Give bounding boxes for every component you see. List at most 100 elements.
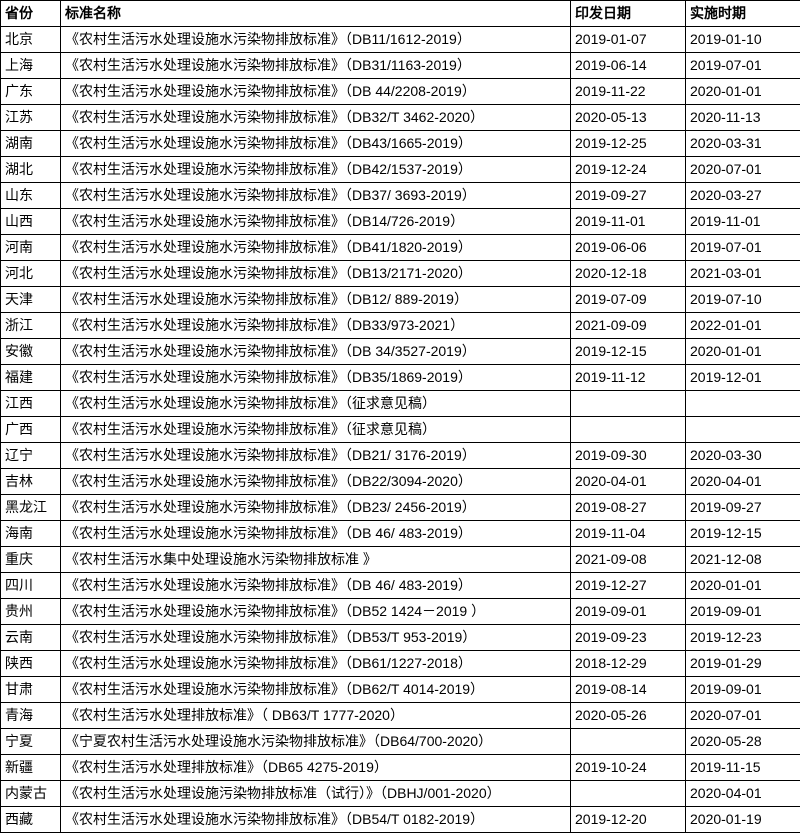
- table-cell: [571, 781, 686, 807]
- table-cell: 2019-12-15: [686, 521, 800, 547]
- table-cell: [686, 391, 800, 417]
- table-cell: 2019-11-15: [686, 755, 800, 781]
- table-cell: 《农村生活污水处理设施水污染物排放标准》（DB53/T 953-2019）: [61, 625, 571, 651]
- table-cell: 贵州: [1, 599, 61, 625]
- table-row: 云南《农村生活污水处理设施水污染物排放标准》（DB53/T 953-2019）2…: [1, 625, 800, 651]
- table-cell: 2020-04-01: [686, 469, 800, 495]
- table-row: 山东《农村生活污水处理设施水污染物排放标准》（DB37/ 3693-2019）2…: [1, 183, 800, 209]
- table-cell: 《农村生活污水处理设施水污染物排放标准》（DB33/973-2021）: [61, 313, 571, 339]
- table-cell: 《农村生活污水处理设施水污染物排放标准》（征求意见稿）: [61, 391, 571, 417]
- table-row: 内蒙古《农村生活污水处理设施污染物排放标准（试行）》（DBHJ/001-2020…: [1, 781, 800, 807]
- table-cell: 新疆: [1, 755, 61, 781]
- table-cell: 《农村生活污水处理排放标准》（ DB63/T 1777-2020）: [61, 703, 571, 729]
- table-cell: 2020-07-01: [686, 703, 800, 729]
- table-cell: 2019-07-10: [686, 287, 800, 313]
- table-row: 河南《农村生活污水处理设施水污染物排放标准》（DB41/1820-2019）20…: [1, 235, 800, 261]
- table-row: 黑龙江《农村生活污水处理设施水污染物排放标准》（DB23/ 2456-2019）…: [1, 495, 800, 521]
- table-row: 四川《农村生活污水处理设施水污染物排放标准》（DB 46/ 483-2019）2…: [1, 573, 800, 599]
- table-row: 甘肃《农村生活污水处理设施水污染物排放标准》（DB62/T 4014-2019）…: [1, 677, 800, 703]
- table-cell: 2019-11-12: [571, 365, 686, 391]
- table-row: 重庆《农村生活污水集中处理设施水污染物排放标准 》2021-09-082021-…: [1, 547, 800, 573]
- table-cell: 《农村生活污水处理设施水污染物排放标准》（DB 44/2208-2019）: [61, 79, 571, 105]
- table-cell: 2020-12-18: [571, 261, 686, 287]
- table-cell: 2019-11-01: [686, 209, 800, 235]
- table-cell: 《农村生活污水处理设施水污染物排放标准》（DB31/1163-2019）: [61, 53, 571, 79]
- col-issue-date: 印发日期: [571, 1, 686, 27]
- table-cell: 吉林: [1, 469, 61, 495]
- table-cell: 2021-12-08: [686, 547, 800, 573]
- table-cell: 《宁夏农村生活污水处理设施水污染物排放标准》（DB64/700-2020）: [61, 729, 571, 755]
- table-row: 江苏《农村生活污水处理设施水污染物排放标准》（DB32/T 3462-2020）…: [1, 105, 800, 131]
- table-cell: 2019-06-06: [571, 235, 686, 261]
- standards-table: 省份 标准名称 印发日期 实施时期 北京《农村生活污水处理设施水污染物排放标准》…: [0, 0, 800, 833]
- col-province: 省份: [1, 1, 61, 27]
- table-cell: 内蒙古: [1, 781, 61, 807]
- table-cell: 2019-01-07: [571, 27, 686, 53]
- table-cell: 宁夏: [1, 729, 61, 755]
- table-cell: 广东: [1, 79, 61, 105]
- table-row: 贵州《农村生活污水处理设施水污染物排放标准》（DB52 1424－2019 ）2…: [1, 599, 800, 625]
- table-cell: 2020-01-01: [686, 79, 800, 105]
- table-cell: 2020-03-31: [686, 131, 800, 157]
- table-cell: 《农村生活污水处理设施污染物排放标准（试行）》（DBHJ/001-2020）: [61, 781, 571, 807]
- table-cell: 2020-07-01: [686, 157, 800, 183]
- table-cell: 广西: [1, 417, 61, 443]
- table-cell: 2019-07-01: [686, 235, 800, 261]
- table-cell: 《农村生活污水处理设施水污染物排放标准》（征求意见稿）: [61, 417, 571, 443]
- table-cell: 2020-01-01: [686, 339, 800, 365]
- table-cell: 2019-01-29: [686, 651, 800, 677]
- table-header-row: 省份 标准名称 印发日期 实施时期: [1, 1, 800, 27]
- table-row: 青海《农村生活污水处理排放标准》（ DB63/T 1777-2020） 2020-…: [1, 703, 800, 729]
- table-cell: 2019-07-01: [686, 53, 800, 79]
- table-cell: 山西: [1, 209, 61, 235]
- table-cell: 河南: [1, 235, 61, 261]
- table-cell: 黑龙江: [1, 495, 61, 521]
- table-cell: 湖北: [1, 157, 61, 183]
- table-cell: [571, 729, 686, 755]
- table-cell: 《农村生活污水处理设施水污染物排放标准》（DB 34/3527-2019）: [61, 339, 571, 365]
- table-row: 广东《农村生活污水处理设施水污染物排放标准》（DB 44/2208-2019） 2…: [1, 79, 800, 105]
- table-cell: 2020-03-27: [686, 183, 800, 209]
- table-row: 山西《农村生活污水处理设施水污染物排放标准》（DB14/726-2019） 201…: [1, 209, 800, 235]
- table-cell: 西藏: [1, 807, 61, 833]
- table-cell: 2019-12-20: [571, 807, 686, 833]
- table-row: 北京《农村生活污水处理设施水污染物排放标准》（DB11/1612-2019）20…: [1, 27, 800, 53]
- table-cell: 2019-12-24: [571, 157, 686, 183]
- table-cell: 2019-08-14: [571, 677, 686, 703]
- table-cell: 《农村生活污水处理设施水污染物排放标准》（DB32/T 3462-2020）: [61, 105, 571, 131]
- table-cell: 2019-09-01: [686, 599, 800, 625]
- table-cell: 2020-03-30: [686, 443, 800, 469]
- col-impl-date: 实施时期: [686, 1, 800, 27]
- table-cell: 北京: [1, 27, 61, 53]
- table-cell: 云南: [1, 625, 61, 651]
- table-cell: [571, 391, 686, 417]
- table-cell: 2019-11-04: [571, 521, 686, 547]
- table-cell: 2021-03-01: [686, 261, 800, 287]
- table-body: 北京《农村生活污水处理设施水污染物排放标准》（DB11/1612-2019）20…: [1, 27, 800, 833]
- table-cell: 海南: [1, 521, 61, 547]
- table-cell: 河北: [1, 261, 61, 287]
- table-cell: 《农村生活污水处理设施水污染物排放标准》（DB43/1665-2019）: [61, 131, 571, 157]
- table-cell: 《农村生活污水处理设施水污染物排放标准》（DB14/726-2019）: [61, 209, 571, 235]
- table-cell: 2019-09-23: [571, 625, 686, 651]
- table-row: 西藏《农村生活污水处理设施水污染物排放标准》（DB54/T 0182-2019）…: [1, 807, 800, 833]
- table-row: 福建《农村生活污水处理设施水污染物排放标准》（DB35/1869-2019）20…: [1, 365, 800, 391]
- table-cell: 青海: [1, 703, 61, 729]
- table-row: 湖南《农村生活污水处理设施水污染物排放标准》（DB43/1665-2019）20…: [1, 131, 800, 157]
- table-cell: 2019-09-01: [571, 599, 686, 625]
- table-row: 浙江《农村生活污水处理设施水污染物排放标准》（DB33/973-2021）202…: [1, 313, 800, 339]
- table-cell: 2019-07-09: [571, 287, 686, 313]
- table-cell: 2019-09-27: [571, 183, 686, 209]
- table-cell: 《农村生活污水集中处理设施水污染物排放标准 》: [61, 547, 571, 573]
- table-cell: 2019-06-14: [571, 53, 686, 79]
- table-cell: [686, 417, 800, 443]
- table-cell: 甘肃: [1, 677, 61, 703]
- table-cell: 重庆: [1, 547, 61, 573]
- table-cell: 《农村生活污水处理设施水污染物排放标准》（DB35/1869-2019）: [61, 365, 571, 391]
- table-cell: 江苏: [1, 105, 61, 131]
- table-cell: 2019-08-27: [571, 495, 686, 521]
- table-cell: 《农村生活污水处理设施水污染物排放标准》（DB21/ 3176-2019）: [61, 443, 571, 469]
- table-cell: 2021-09-08: [571, 547, 686, 573]
- table-cell: 《农村生活污水处理设施水污染物排放标准》（DB54/T 0182-2019）: [61, 807, 571, 833]
- table-cell: 2018-12-29: [571, 651, 686, 677]
